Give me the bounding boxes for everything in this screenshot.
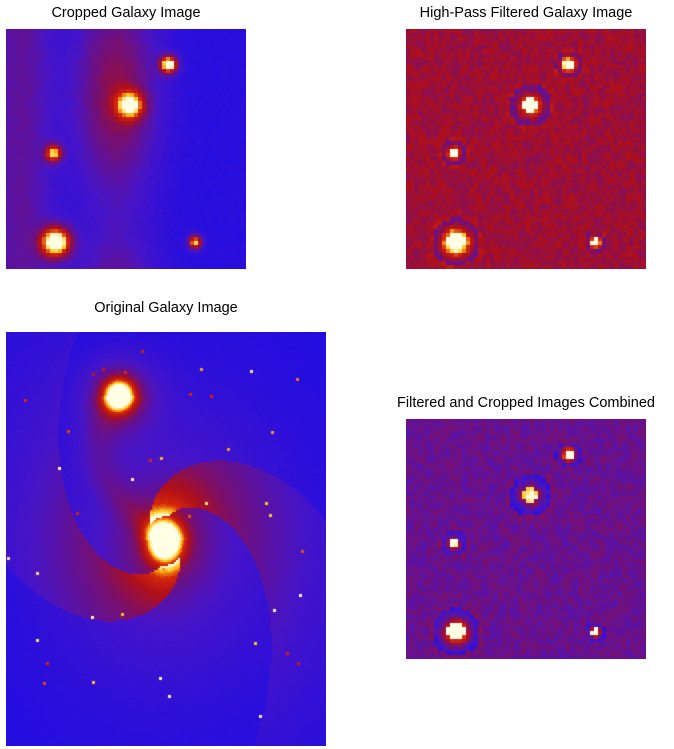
highpass-galaxy-image xyxy=(406,29,646,269)
cropped-galaxy-title: Cropped Galaxy Image xyxy=(51,5,201,21)
original-galaxy-title: Original Galaxy Image xyxy=(94,300,238,316)
cropped-galaxy-image xyxy=(6,29,246,269)
combined-galaxy-image xyxy=(406,419,646,659)
original-galaxy-image xyxy=(6,332,326,746)
combined-galaxy-title: Filtered and Cropped Images Combined xyxy=(397,395,655,411)
highpass-galaxy-title: High-Pass Filtered Galaxy Image xyxy=(419,5,633,21)
